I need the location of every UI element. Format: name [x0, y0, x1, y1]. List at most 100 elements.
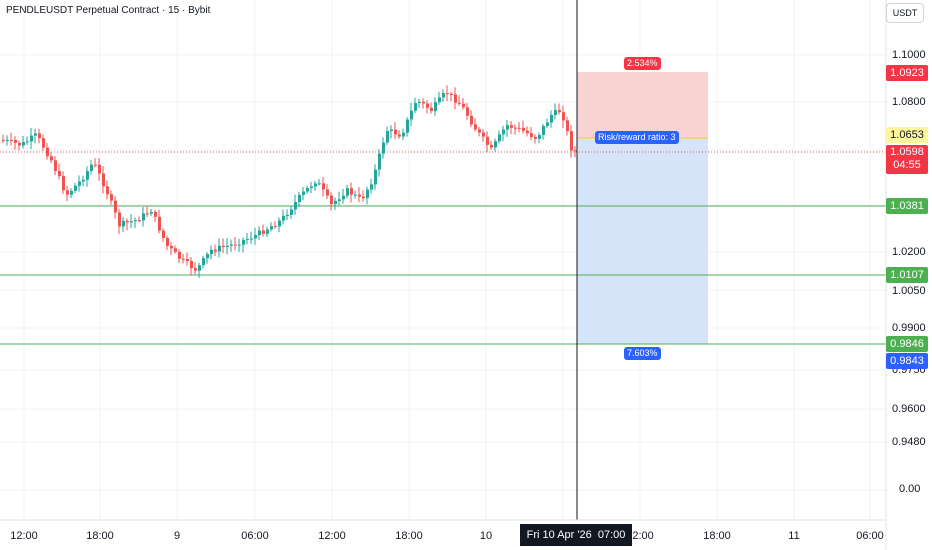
candle-body — [462, 103, 465, 108]
candle-body — [26, 141, 29, 143]
level-tag-1: 1.0381 — [886, 198, 928, 214]
candle-body — [98, 164, 101, 174]
candle-body — [278, 220, 281, 227]
candle-body — [214, 249, 217, 252]
candle-body — [178, 251, 181, 259]
candle-body — [374, 169, 377, 185]
candle-body — [226, 245, 229, 247]
candle-body — [250, 238, 253, 240]
candle-body — [538, 134, 541, 139]
profit-zone[interactable] — [577, 72, 708, 138]
candle-body — [358, 194, 361, 197]
candle-body — [426, 103, 429, 108]
time-tick: 10 — [479, 530, 493, 542]
candle-body — [346, 188, 349, 196]
candle-body — [94, 164, 97, 166]
candle-body — [570, 131, 573, 151]
candle-body — [6, 139, 9, 141]
candle-body — [50, 156, 53, 161]
candle-body — [242, 239, 245, 245]
candle-body — [562, 112, 565, 121]
currency-button[interactable]: USDT — [886, 3, 924, 23]
candle-body — [430, 107, 433, 111]
time-tick: 9 — [173, 530, 181, 542]
loss-zone[interactable] — [577, 138, 708, 344]
candle-body — [502, 129, 505, 135]
candle-body — [370, 184, 373, 190]
candle-body — [162, 230, 165, 238]
candle-body — [542, 125, 545, 135]
candle-body — [78, 181, 81, 186]
crosshair-time: 07:00 — [597, 529, 626, 541]
candle-body — [194, 268, 197, 271]
candle-body — [174, 248, 177, 252]
price-tick: 1.0050 — [892, 285, 926, 297]
candle-body — [258, 230, 261, 236]
candle-body — [314, 183, 317, 187]
candles — [2, 85, 577, 278]
candle-body — [302, 191, 305, 196]
candle-body — [290, 209, 293, 215]
candle-body — [134, 220, 137, 222]
price-tick: 0.9480 — [892, 436, 926, 448]
price-tick: 0.9600 — [892, 403, 926, 415]
candle-body — [574, 150, 577, 152]
symbol-title[interactable]: PENDLEUSDT Perpetual Contract · 15 · Byb… — [6, 5, 211, 16]
candle-body — [246, 238, 249, 240]
candle-body — [122, 220, 125, 227]
candle-body — [474, 124, 477, 130]
target-price-tag: 1.0923 — [886, 65, 928, 81]
loss-percent-label: 7.603% — [624, 347, 661, 360]
candle-body — [566, 120, 569, 132]
candle-body — [42, 138, 45, 148]
candle-body — [486, 136, 489, 145]
candle-body — [362, 196, 365, 199]
entry-price-tag: 1.0653 — [886, 127, 928, 143]
candle-body — [106, 186, 109, 195]
candle-body — [206, 254, 209, 259]
candle-body — [70, 190, 73, 195]
risk-reward-label[interactable]: Risk/reward ratio: 3 — [595, 131, 679, 144]
candle-body — [74, 185, 77, 191]
candle-body — [22, 142, 25, 146]
candle-body — [154, 211, 157, 217]
candle-body — [254, 235, 257, 239]
candle-body — [506, 125, 509, 130]
candle-body — [442, 93, 445, 98]
candle-body — [274, 226, 277, 228]
candle-body — [158, 216, 161, 231]
candle-body — [266, 229, 269, 234]
candle-body — [330, 195, 333, 205]
candle-body — [306, 187, 309, 192]
candle-body — [222, 245, 225, 247]
candle-body — [54, 160, 57, 171]
time-tick: 18:00 — [703, 530, 731, 542]
candle-body — [142, 213, 145, 221]
candle-body — [66, 190, 69, 195]
candle-body — [354, 194, 357, 196]
candle-body — [18, 142, 21, 146]
candle-body — [294, 202, 297, 210]
candle-body — [30, 135, 33, 142]
candle-body — [478, 129, 481, 133]
time-tick: 12:00 — [318, 530, 346, 542]
candle-body — [406, 119, 409, 133]
stop-price-tag: 0.9843 — [886, 353, 928, 369]
candle-body — [402, 132, 405, 137]
candle-body — [554, 110, 557, 115]
candle-body — [398, 134, 401, 137]
time-tick: 12:00 — [626, 530, 654, 542]
candle-body — [390, 129, 393, 131]
candle-body — [210, 249, 213, 255]
candle-body — [378, 153, 381, 170]
candle-body — [262, 230, 265, 234]
time-tick: 12:00 — [10, 530, 38, 542]
candle-body — [366, 189, 369, 199]
candle-body — [238, 244, 241, 246]
candle-body — [46, 147, 49, 157]
candle-body — [230, 244, 233, 246]
price-tick: 1.0200 — [892, 246, 926, 258]
candle-body — [490, 144, 493, 148]
price-tick: 0.9900 — [892, 322, 926, 334]
